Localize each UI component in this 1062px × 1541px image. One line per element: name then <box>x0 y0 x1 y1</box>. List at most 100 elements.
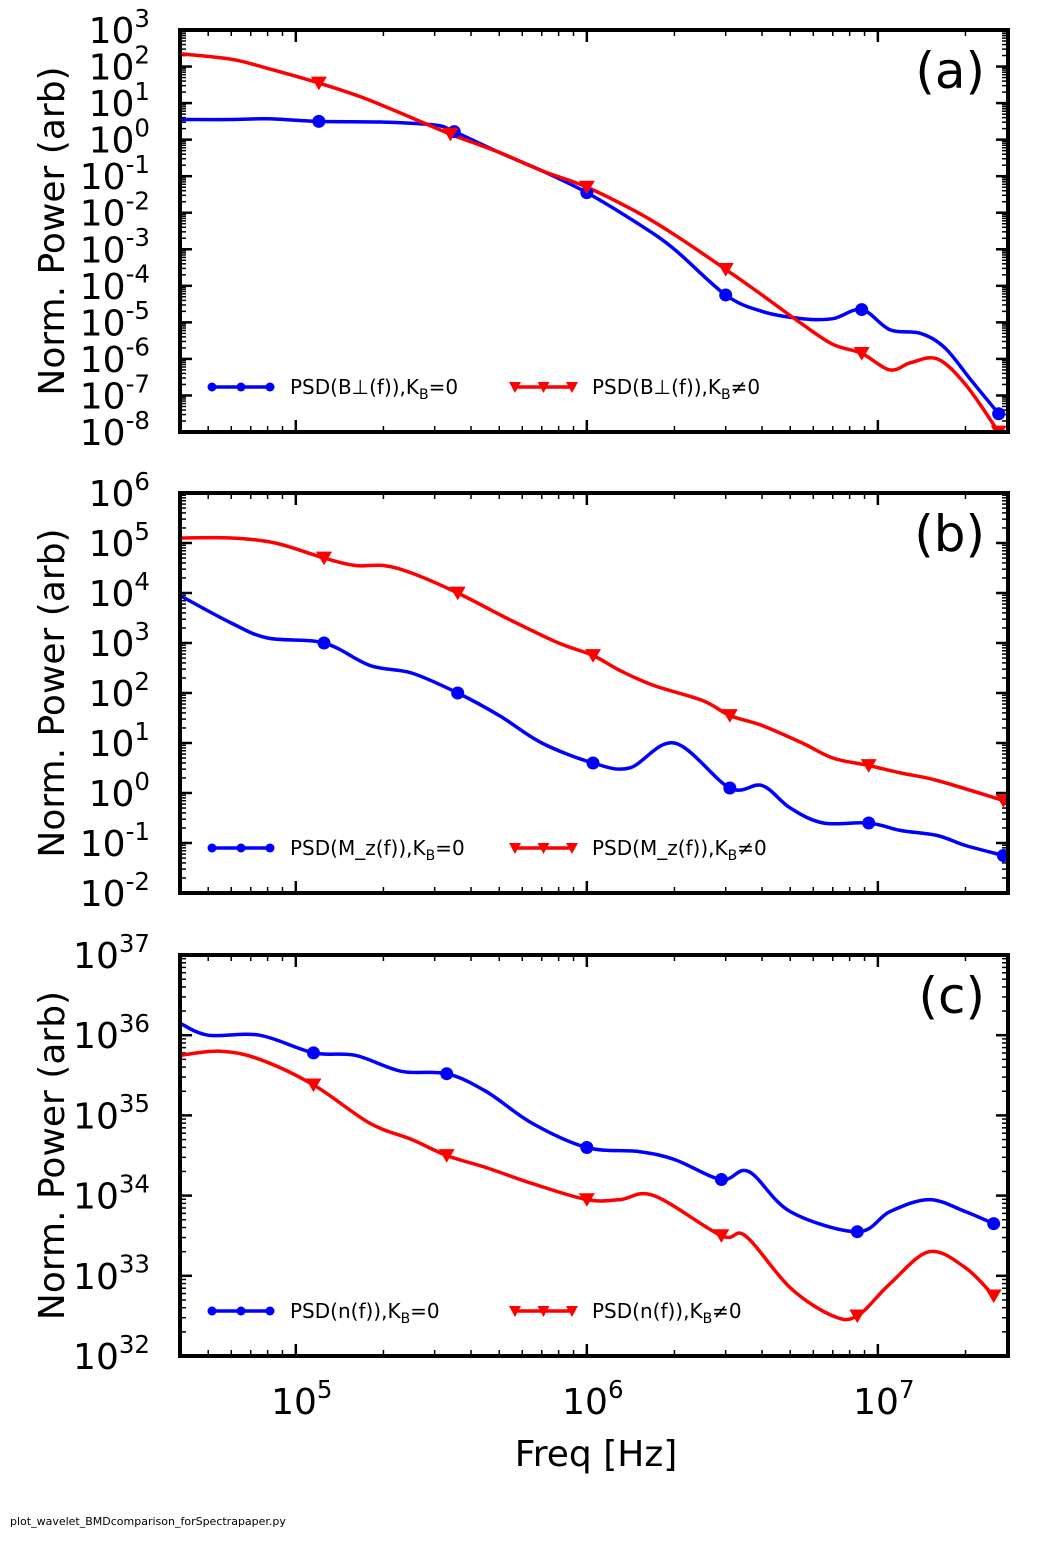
y-tick-label: 10-4 <box>80 260 150 308</box>
legend-entry-text: PSD(M_z(f)),KB≠0 <box>592 836 767 864</box>
series-marker-blue <box>855 303 869 317</box>
series-marker-red <box>305 1078 322 1093</box>
y-tick-label: 10-1 <box>80 817 150 865</box>
series-marker-blue <box>714 1173 728 1187</box>
panel-0: 10-810-710-610-510-410-310-210-110010110… <box>32 4 1010 454</box>
legend-marker <box>537 843 550 854</box>
series-marker-red <box>995 794 1008 808</box>
series-marker-blue <box>317 636 331 650</box>
legend-entry-text: PSD(n(f)),KB≠0 <box>592 1299 742 1327</box>
legend-marker <box>537 1306 550 1317</box>
panel-1-legend: PSD(M_z(f)),KB=0 PSD(M_z(f)),KB≠0 <box>207 836 767 864</box>
series-marker-blue <box>723 781 737 795</box>
series-marker-blue <box>996 849 1008 862</box>
series-marker-red <box>578 180 595 195</box>
series-marker-blue <box>440 1067 454 1081</box>
y-tick-label: 1033 <box>73 1250 150 1298</box>
series-marker-blue <box>586 756 600 770</box>
y-tick-label: 101 <box>89 77 150 125</box>
y-tick-label: 102 <box>89 40 150 88</box>
y-tick-label: 1035 <box>73 1089 150 1137</box>
y-tick-label: 10-2 <box>80 867 150 915</box>
series-line-red <box>180 1049 995 1322</box>
x-axis-label: Freq [Hz] <box>515 1434 678 1475</box>
y-tick-label: 10-8 <box>80 406 150 454</box>
series-marker-blue <box>992 407 1006 421</box>
x-axis-label-group: Freq [Hz] <box>515 1434 678 1475</box>
y-tick-label: 1032 <box>73 1330 150 1378</box>
series-marker-red <box>721 709 738 723</box>
y-tick-label: 105 <box>89 517 150 565</box>
series-marker-red <box>860 759 877 773</box>
panel-2-data <box>180 1021 1002 1324</box>
panel-label: (a) <box>915 42 985 100</box>
legend-marker <box>265 843 275 853</box>
panel-0-frame <box>178 28 1010 434</box>
y-tick-label: 100 <box>89 767 150 815</box>
y-tick-label: 101 <box>89 717 150 765</box>
legend-marker <box>207 382 217 392</box>
y-tick-label: 103 <box>89 4 150 52</box>
legend-entry-text: PSD(B⊥(f)),KB≠0 <box>592 375 760 403</box>
series-marker-red <box>578 1193 595 1207</box>
x-tick-labels: 105 106 107 <box>271 1375 914 1423</box>
y-tick-label: 10-6 <box>80 333 150 381</box>
legend-entry-text: PSD(M_z(f)),KB=0 <box>290 836 465 864</box>
legend-entry-text: PSD(B⊥(f)),KB=0 <box>290 375 458 403</box>
y-tick-label: 10-1 <box>80 150 150 198</box>
y-tick-label: 1034 <box>73 1169 150 1217</box>
series-marker-red <box>717 262 734 277</box>
series-marker-blue <box>451 686 465 700</box>
y-tick-label: 10-5 <box>80 296 150 344</box>
panel-1-frame <box>178 491 1010 895</box>
legend-marker <box>207 843 217 853</box>
y-axis-label: Norm. Power (arb) <box>32 991 73 1320</box>
y-axis-label: Norm. Power (arb) <box>32 528 73 857</box>
y-axis-label: Norm. Power (arb) <box>32 66 73 395</box>
legend-marker <box>236 1306 246 1316</box>
series-marker-red <box>585 649 602 663</box>
series-marker-blue <box>850 1225 864 1239</box>
legend-marker <box>509 382 521 393</box>
y-tick-label: 104 <box>89 567 150 615</box>
series-marker-red <box>849 1309 866 1324</box>
y-tick-label: 10-7 <box>80 369 150 417</box>
series-line-blue <box>180 116 1000 415</box>
panel-2-ticks <box>179 953 1008 1358</box>
legend-marker <box>207 1306 217 1316</box>
series-marker-blue <box>862 816 876 830</box>
series-marker-blue <box>580 1140 594 1154</box>
legend-marker <box>566 843 578 854</box>
panel-2-ytick-labels: 1032 1033 1034 1035 1036 1037 <box>73 929 150 1378</box>
series-marker-blue <box>987 1217 1001 1231</box>
x-tick-label: 106 <box>562 1375 623 1423</box>
legend-marker <box>509 1306 521 1317</box>
series-line-blue <box>180 593 1004 858</box>
panel-label: (b) <box>914 505 985 563</box>
series-marker-blue <box>719 288 733 302</box>
legend-marker <box>566 1306 578 1317</box>
series-marker-red <box>713 1229 730 1243</box>
panel-0-data <box>180 52 1007 432</box>
panel-2-legend: PSD(n(f)),KB=0 PSD(n(f)),KB≠0 <box>207 1299 742 1327</box>
series-marker-red <box>442 127 459 142</box>
x-tick-label: 105 <box>271 1375 332 1423</box>
y-tick-label: 100 <box>89 113 150 161</box>
series-marker-red <box>449 586 466 601</box>
series-line-red <box>180 535 1004 803</box>
series-marker-red <box>316 551 333 566</box>
panel-0-ytick-labels: 10-810-710-610-510-410-310-210-110010110… <box>80 4 150 454</box>
series-marker-blue <box>306 1046 320 1060</box>
series-marker-red <box>438 1149 455 1163</box>
panel-0-ticks <box>179 28 1008 434</box>
legend-marker <box>265 1306 275 1316</box>
legend-marker <box>265 382 275 392</box>
series-marker-red <box>853 347 870 361</box>
legend-marker <box>537 382 550 393</box>
panel-1-data <box>180 535 1008 862</box>
legend-marker <box>566 382 578 393</box>
y-tick-label: 106 <box>89 467 150 515</box>
